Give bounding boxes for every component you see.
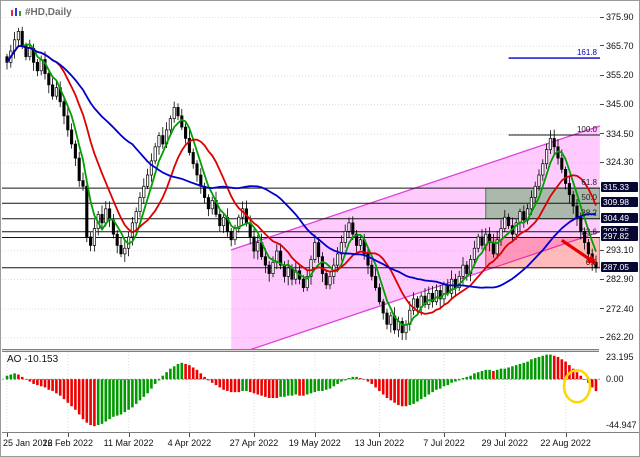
date-axis-label: 16 Feb 2022 — [42, 438, 94, 448]
ao-highlight-ellipse — [562, 369, 592, 404]
fib-label: 23.6 — [581, 227, 597, 236]
fib-label: 38.2 — [581, 209, 597, 218]
trend-channel-lower-edge — [250, 231, 600, 349]
price-axis-label: 293.10 — [606, 245, 634, 256]
date-axis-tick — [128, 433, 130, 437]
ao-value-label: AO -10.153 — [7, 354, 59, 365]
price-level-box: 297.82 — [601, 231, 638, 242]
date-axis-tick — [379, 433, 381, 437]
date-axis-label: 13 Jun 2022 — [354, 438, 405, 448]
ao-indicator-canvas[interactable] — [2, 352, 600, 432]
date-axis-tick — [254, 433, 255, 437]
date-axis-label: 7 Jul 2022 — [423, 438, 465, 448]
price-axis-tick — [600, 308, 604, 310]
price-axis-label: 324.30 — [606, 157, 634, 168]
support-zone — [485, 237, 600, 269]
price-axis-label: 365.70 — [606, 40, 634, 51]
ao-axis-label: 23.195 — [606, 351, 634, 362]
panel-separator[interactable] — [2, 349, 599, 352]
ma-mid-line — [6, 45, 597, 315]
date-axis-tick — [189, 433, 191, 437]
price-level-box: 315.33 — [601, 182, 638, 193]
date-axis-label: 27 Apr 2022 — [229, 438, 279, 448]
symbol-text: #HD,Daily — [25, 7, 72, 18]
date-axis-label: 29 Jul 2022 — [481, 438, 529, 448]
price-axis-label: 334.50 — [606, 128, 634, 139]
price-axis-label: 262.20 — [606, 332, 634, 343]
price-axis-tick — [600, 74, 604, 76]
date-axis-label: 22 Aug 2022 — [540, 438, 591, 448]
date-axis-tick — [565, 433, 567, 437]
price-axis-tick — [600, 249, 604, 251]
price-axis-tick — [600, 161, 604, 163]
price-axis-label: 375.90 — [606, 12, 634, 23]
ao-axis-label: 0.00 — [606, 374, 624, 385]
ma-slow-line — [6, 45, 597, 289]
date-axis-label: 25 Jan 2022 — [3, 438, 53, 448]
price-level-box: 309.98 — [601, 197, 638, 208]
price-axis[interactable]: 375.90 365.70 355.20 345.00 334.50 324.30 293.… — [600, 1, 639, 432]
symbol-label: #HD,Daily — [11, 7, 72, 18]
date-axis-tick — [504, 433, 506, 437]
price-level-box: 304.49 — [601, 212, 638, 223]
date-axis-label: 4 Apr 2022 — [167, 438, 212, 448]
ao-axis-label: -44.947 — [606, 420, 637, 430]
fib-label: 50.0 — [581, 193, 597, 202]
candlestick-chart-icon — [11, 7, 21, 16]
ma-fast-line — [6, 43, 597, 326]
price-axis-tick — [600, 45, 604, 47]
price-axis-tick — [600, 133, 604, 135]
price-axis-tick — [600, 103, 604, 105]
price-axis-label: 272.40 — [606, 303, 634, 314]
date-axis-tick — [444, 433, 445, 437]
date-axis[interactable]: 25 Jan 2022 16 Feb 2022 11 Mar 2022 4 Apr 2… — [2, 433, 599, 456]
sell-arrow-shaft — [560, 239, 594, 263]
ao-histogram — [5, 354, 598, 427]
date-axis-label: 19 May 2022 — [288, 438, 341, 448]
sell-arrow-head — [586, 254, 598, 265]
price-axis-tick — [600, 336, 604, 338]
price-axis-tick — [600, 278, 604, 280]
fib-label: 100.0 — [577, 125, 598, 134]
price-axis-label: 355.20 — [606, 70, 634, 81]
price-level-box: 299.85 — [601, 225, 638, 236]
fib-label: 161.8 — [577, 48, 598, 57]
price-axis-label: 282.90 — [606, 274, 634, 284]
price-axis-label: 345.00 — [606, 99, 634, 110]
fib-label: 61.8 — [581, 178, 597, 187]
date-axis-tick — [7, 433, 8, 437]
price-chart-canvas[interactable]: 61.8 50.0 38.2 23.6 0.0 100.0 161.8 — [2, 2, 600, 349]
price-axis-tick — [600, 16, 604, 18]
date-axis-label: 11 Mar 2022 — [103, 438, 154, 448]
date-axis-tick — [314, 433, 316, 437]
fib-label: 0.0 — [586, 258, 598, 267]
price-level-box: 287.05 — [601, 261, 638, 272]
date-axis-tick — [67, 433, 69, 437]
chart-bottom-border — [2, 432, 639, 433]
